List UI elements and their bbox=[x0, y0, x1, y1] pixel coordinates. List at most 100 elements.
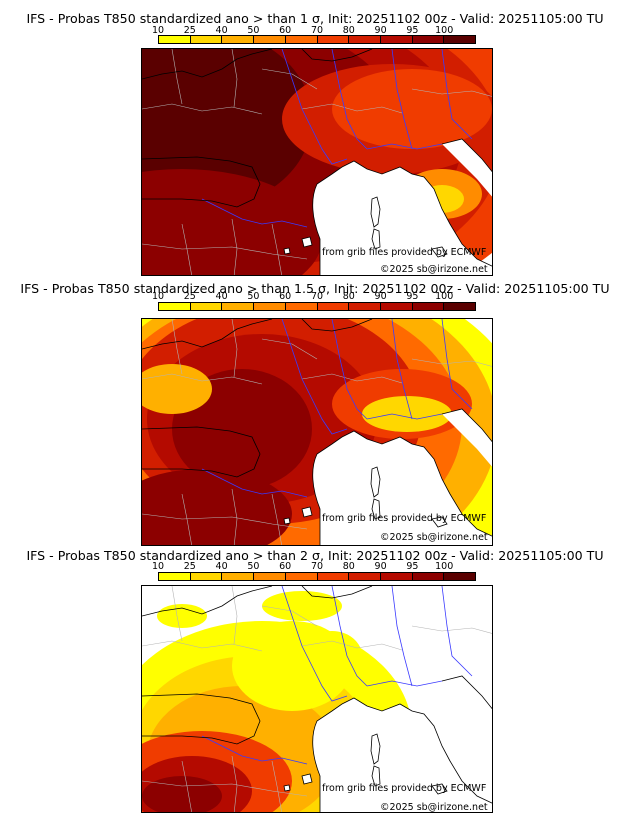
map-svg bbox=[142, 49, 492, 275]
country-border bbox=[331, 586, 368, 687]
mediterranean-sea bbox=[312, 161, 492, 275]
region-line bbox=[231, 319, 238, 378]
probability-contour bbox=[332, 69, 492, 149]
colorbar-tick-label: 40 bbox=[215, 25, 228, 36]
country-borders bbox=[201, 319, 473, 498]
country-borders bbox=[201, 586, 473, 765]
colorbar-tick-label: 80 bbox=[342, 25, 355, 36]
coastline bbox=[441, 138, 492, 173]
colorbar-segment bbox=[380, 303, 413, 310]
panel-title: IFS - Probas T850 standardized ano > tha… bbox=[26, 11, 604, 26]
country-border bbox=[281, 586, 348, 702]
region-line bbox=[142, 103, 263, 115]
region-line bbox=[231, 488, 238, 545]
colorbar-tick-label: 100 bbox=[435, 291, 454, 302]
map-panel-3: IFS - Probas T850 standardized ano > tha… bbox=[0, 540, 630, 828]
region-line bbox=[142, 243, 308, 260]
colorbar-tick-label: 50 bbox=[247, 291, 260, 302]
islands bbox=[283, 466, 448, 528]
colorbar-segment bbox=[317, 303, 350, 310]
probability-contour bbox=[142, 469, 292, 545]
probability-contour bbox=[302, 631, 362, 681]
island bbox=[283, 517, 291, 525]
tyrrhenian-sea bbox=[387, 736, 404, 766]
colorbar-segment bbox=[285, 573, 318, 580]
country-border bbox=[201, 468, 308, 498]
region-line bbox=[171, 49, 183, 105]
probability-map bbox=[141, 318, 493, 546]
coastline bbox=[142, 156, 261, 208]
colorbar-segment bbox=[222, 573, 255, 580]
colorbar bbox=[158, 572, 476, 581]
region-line bbox=[411, 358, 492, 367]
island bbox=[370, 196, 381, 228]
coastline bbox=[441, 675, 492, 710]
country-border bbox=[391, 49, 413, 150]
island bbox=[301, 236, 313, 248]
colorbar-segment bbox=[222, 36, 255, 43]
tyrrhenian-sea bbox=[387, 469, 404, 499]
colorbar-segment bbox=[159, 573, 191, 580]
region-line bbox=[261, 605, 318, 627]
colorbar-tick-label: 70 bbox=[310, 561, 324, 572]
mediterranean-sea bbox=[312, 698, 492, 812]
region-line bbox=[142, 513, 308, 530]
colorbar-tick-label: 60 bbox=[279, 561, 292, 572]
panel-title: IFS - Probas T850 standardized ano > tha… bbox=[20, 281, 610, 296]
region-line bbox=[231, 49, 238, 108]
island bbox=[301, 773, 313, 785]
region-line bbox=[411, 625, 492, 634]
region-line bbox=[142, 373, 263, 385]
colorbar-segment bbox=[349, 36, 381, 43]
probability-contour bbox=[142, 364, 212, 414]
region-line bbox=[301, 103, 403, 114]
colorbar-segment bbox=[190, 303, 223, 310]
coastline bbox=[142, 426, 261, 478]
country-border bbox=[281, 319, 348, 435]
colorbar-segment bbox=[380, 36, 413, 43]
colorbar-segment bbox=[159, 36, 191, 43]
colorbar-segment bbox=[444, 303, 476, 310]
colorbar-segment bbox=[159, 303, 191, 310]
colorbar-tick-label: 95 bbox=[406, 25, 419, 36]
colorbar-tick-label: 95 bbox=[406, 291, 419, 302]
region-line bbox=[231, 755, 238, 812]
region-line bbox=[261, 338, 318, 360]
coastline bbox=[301, 319, 373, 332]
colorbar-tick-label: 80 bbox=[342, 561, 355, 572]
credit-copyright: ©2025 sb@irizone.net bbox=[380, 802, 488, 813]
colorbar-segment bbox=[444, 573, 476, 580]
colorbar-segment bbox=[444, 36, 476, 43]
map-svg bbox=[142, 319, 492, 545]
credit-source: from grib files provided by ECMWF bbox=[322, 513, 487, 524]
country-border bbox=[331, 49, 368, 150]
country-border bbox=[366, 413, 443, 420]
probability-map bbox=[141, 48, 493, 276]
islands bbox=[283, 196, 448, 258]
colorbar-tick-label: 50 bbox=[247, 25, 260, 36]
island bbox=[431, 783, 448, 795]
colorbar-ticks: 10 25 40 50 60 70 80 90 95 100 bbox=[152, 291, 476, 302]
region-line bbox=[231, 586, 238, 645]
colorbar-tick-label: 80 bbox=[342, 291, 355, 302]
credit-source: from grib files provided by ECMWF bbox=[322, 247, 487, 258]
coastline bbox=[301, 49, 373, 62]
map-panel-2: IFS - Probas T850 standardized ano > tha… bbox=[0, 270, 630, 546]
region-lines bbox=[142, 49, 492, 275]
country-border bbox=[281, 49, 348, 165]
colorbar-segment bbox=[254, 36, 286, 43]
colorbar-tick-label: 70 bbox=[310, 25, 324, 36]
region-line bbox=[301, 373, 403, 384]
colorbar-segment bbox=[222, 303, 255, 310]
country-border bbox=[391, 586, 413, 687]
colorbar-tick-label: 25 bbox=[183, 25, 196, 36]
colorbar-tick-label: 100 bbox=[435, 25, 454, 36]
colorbar-segment bbox=[349, 303, 381, 310]
colorbar-segment bbox=[412, 573, 445, 580]
country-border bbox=[201, 735, 308, 765]
map-panel-1: IFS - Probas T850 standardized ano > tha… bbox=[0, 0, 630, 276]
adriatic-sea bbox=[442, 676, 492, 734]
region-line bbox=[271, 493, 282, 545]
colorbar-tick-label: 70 bbox=[310, 291, 324, 302]
coastline bbox=[441, 408, 492, 443]
